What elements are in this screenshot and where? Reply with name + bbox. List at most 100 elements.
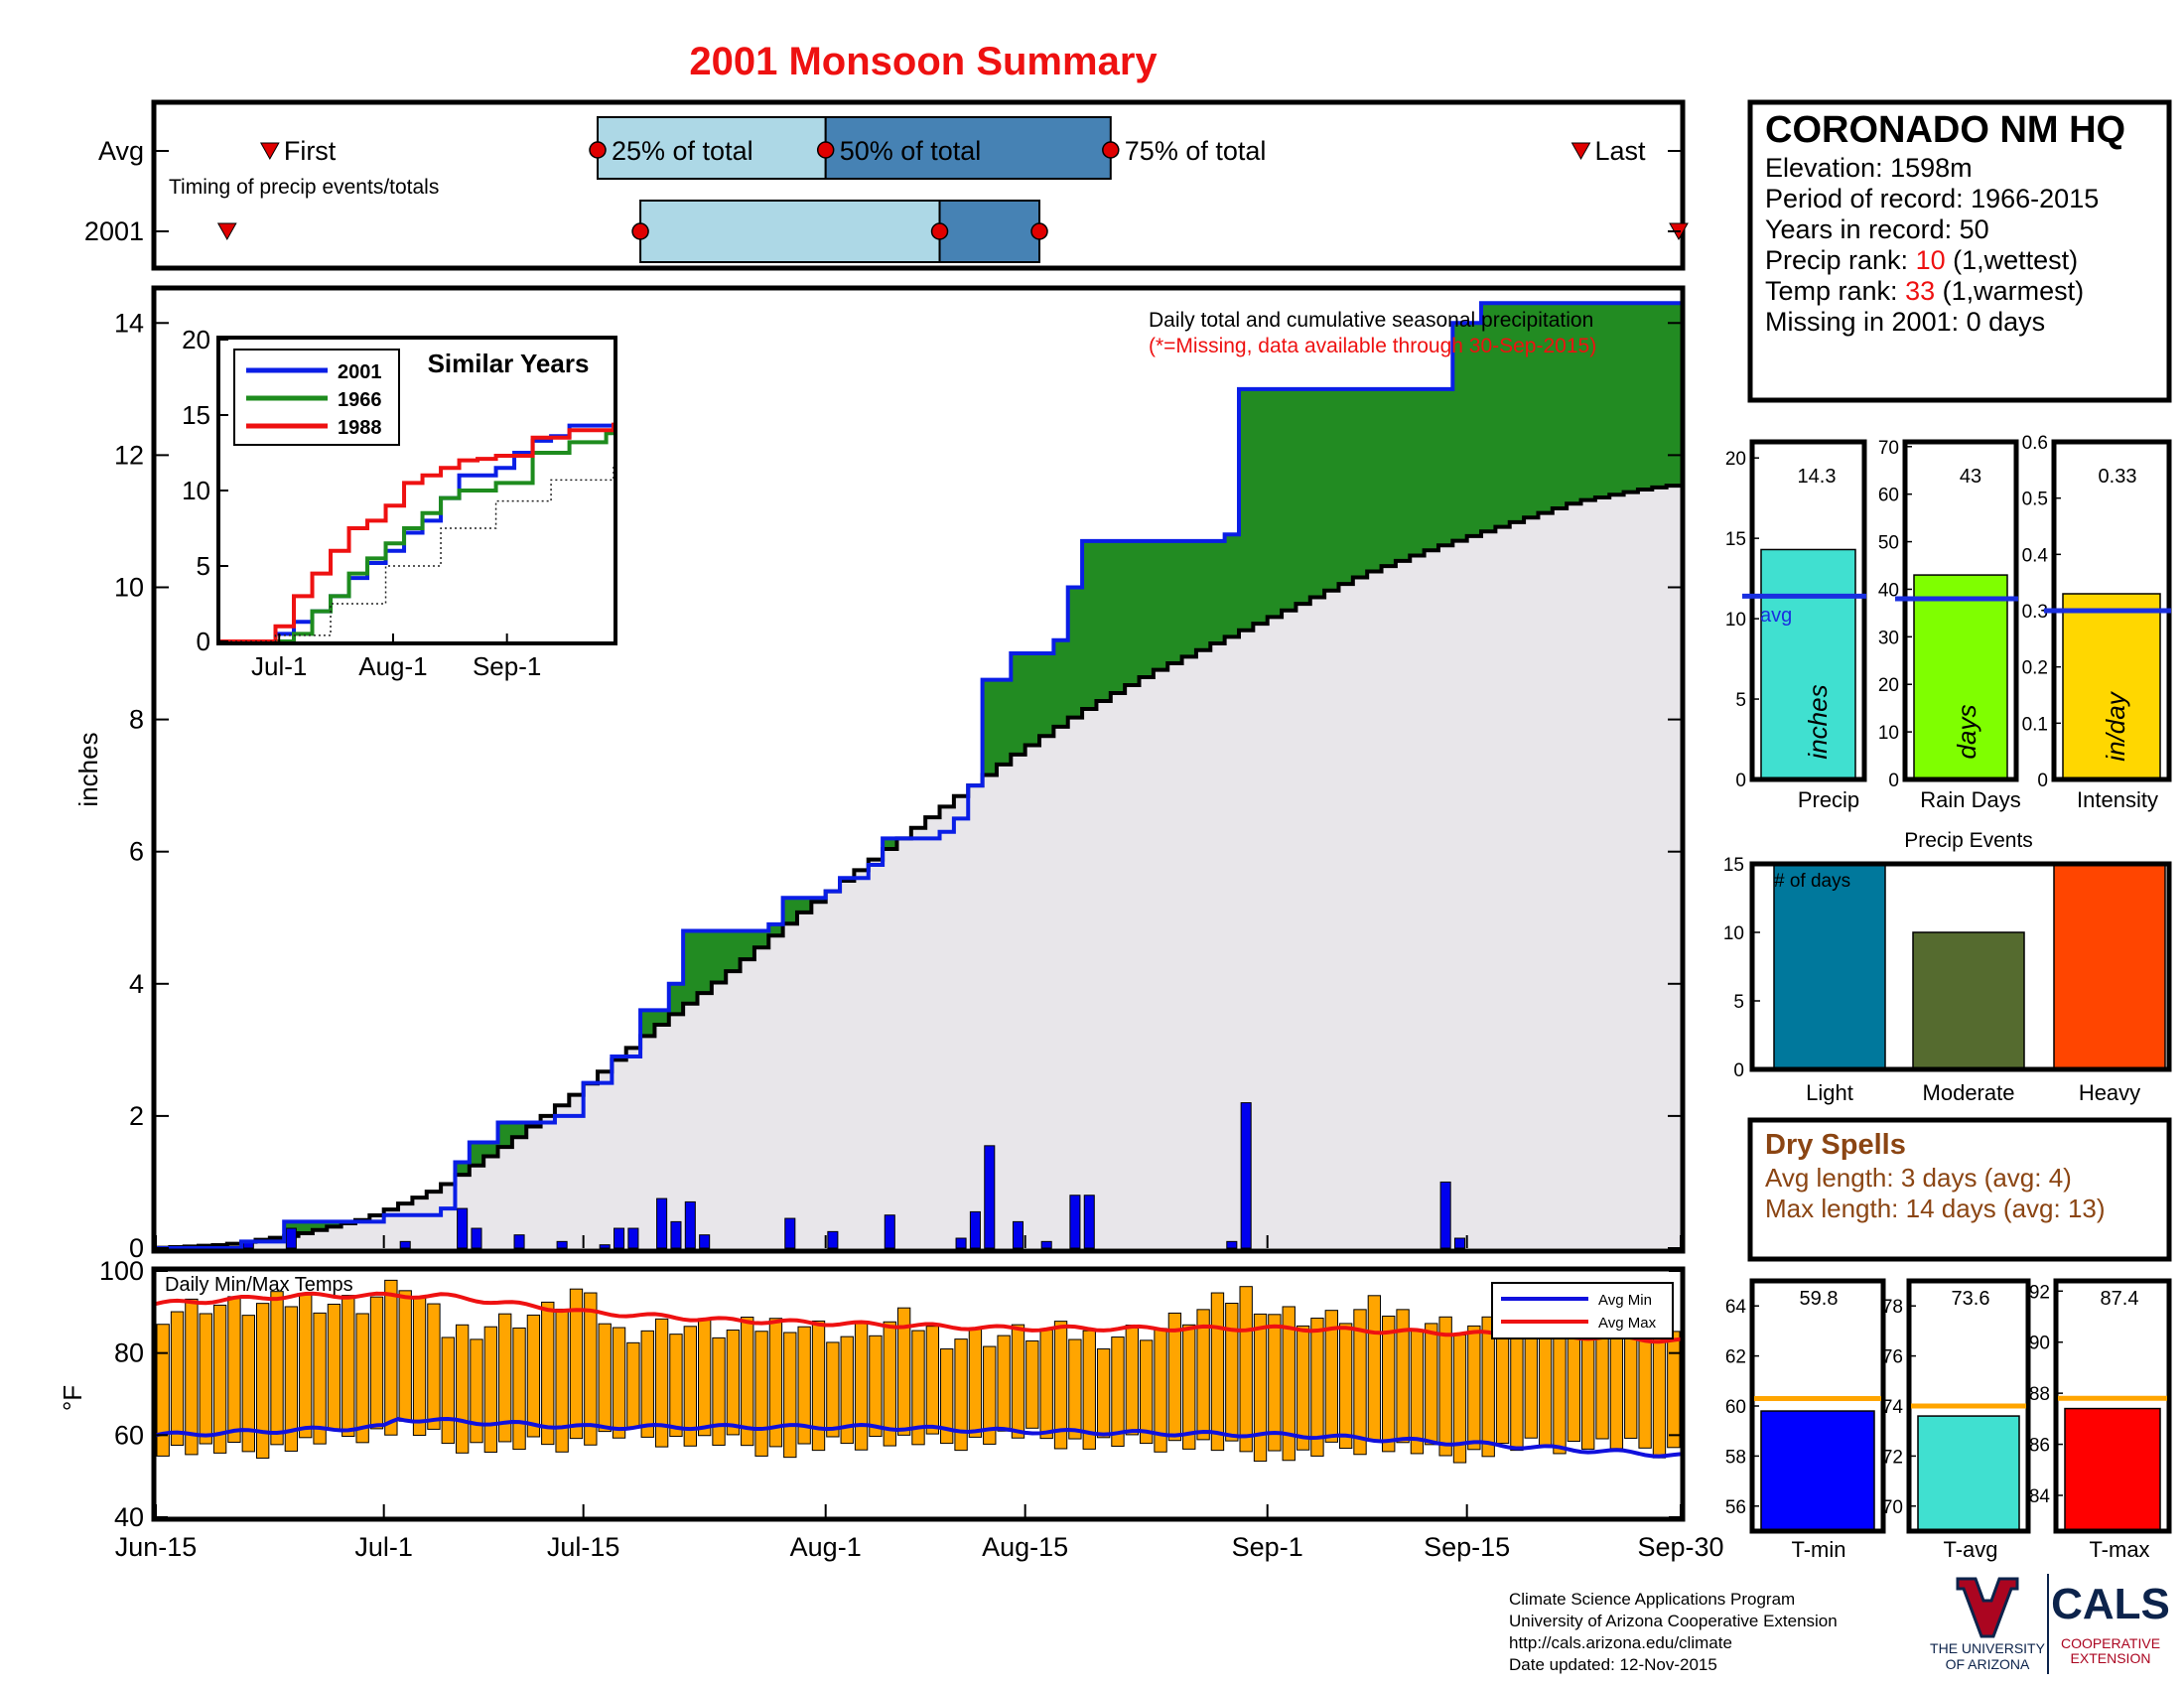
inset-x-tick-label: Aug-1 bbox=[358, 651, 427, 681]
q75-label: 75% of total bbox=[1125, 136, 1267, 166]
tmax-stat-bar bbox=[2064, 1407, 2161, 1532]
raindays-stat-tick-label: 30 bbox=[1878, 628, 1899, 648]
footer-credits: Climate Science Applications Program Uni… bbox=[1509, 1590, 1838, 1674]
station-elevation: Elevation: 1598m bbox=[1765, 153, 1973, 183]
temp-legend-box bbox=[1491, 1282, 1674, 1339]
avg-min-legend-label: Avg Min bbox=[1598, 1292, 1652, 1309]
daily-temp-bar bbox=[826, 1341, 840, 1438]
daily-temp-bar bbox=[1210, 1292, 1225, 1452]
precip-chart: 0 2 4 6 8 10 12 14 Daily total and cumulative s… bbox=[73, 285, 1686, 1263]
daily-temp-bar bbox=[640, 1330, 654, 1438]
daily-temp-bar bbox=[983, 1345, 997, 1445]
events-tick-label: 5 bbox=[1733, 992, 1744, 1013]
daily-temp-bar bbox=[925, 1326, 940, 1435]
tavg-stat-tick-label: 78 bbox=[1882, 1297, 1903, 1318]
daily-temp-bar bbox=[569, 1288, 584, 1440]
daily-temp-bar bbox=[1367, 1295, 1382, 1442]
daily-temp-bar bbox=[1338, 1323, 1353, 1450]
daily-temp-bar bbox=[1538, 1328, 1553, 1447]
tmax-stat-frame bbox=[2053, 1278, 2172, 1534]
daily-temp-bar bbox=[341, 1295, 355, 1438]
intensity-stat-label: Intensity bbox=[2077, 787, 2158, 812]
tmax-stat-label: T-max bbox=[2089, 1537, 2149, 1562]
date-x-tick-label: Sep-1 bbox=[1232, 1532, 1303, 1562]
daily-temp-bar bbox=[598, 1323, 612, 1433]
tmin-stat-label: T-min bbox=[1792, 1537, 1846, 1562]
date-x-tick-label: Aug-1 bbox=[790, 1532, 862, 1562]
raindays-stat-tick-label: 50 bbox=[1878, 533, 1899, 554]
avg-25-50-box bbox=[597, 116, 827, 180]
raindays-stat-tick-label: 60 bbox=[1878, 486, 1899, 506]
daily-temp-bar bbox=[1167, 1312, 1182, 1442]
inset-x-tick-label: Jul-1 bbox=[251, 651, 307, 681]
year-25-50-box bbox=[639, 200, 941, 263]
raindays-stat-frame bbox=[1902, 439, 2019, 782]
daily-temp-bar bbox=[669, 1334, 683, 1438]
daily-temp-bar bbox=[1011, 1324, 1025, 1439]
daily-temp-bar bbox=[1667, 1331, 1681, 1449]
precip-frame bbox=[151, 285, 1686, 1254]
precip-stat-panels: 0 5 10 15 20 0 10 20 30 40 50 60 70 0 0.1 0.2 0.3 0.4 0.5 0… bbox=[1725, 433, 2172, 812]
temp-y-tick-label: 60 bbox=[114, 1420, 144, 1450]
raindays-stat-tick-label: 20 bbox=[1878, 675, 1899, 696]
footer-line-3: http://cals.arizona.edu/climate bbox=[1509, 1633, 1732, 1652]
daily-temp-bar bbox=[768, 1318, 783, 1448]
daily-precip-bar bbox=[513, 1234, 525, 1249]
station-temp-rank: Temp rank: 33 (1,warmest) bbox=[1765, 276, 2084, 306]
precip-events-panel: Light Moderate Heavy 0 5 10 15 Precip Events # o… bbox=[1723, 829, 2172, 1105]
daily-temp-bar bbox=[1125, 1325, 1140, 1436]
daily-temp-bar bbox=[1225, 1303, 1239, 1442]
precip-stat-tick-label: 5 bbox=[1735, 690, 1746, 711]
daily-precip-bar bbox=[1040, 1240, 1052, 1249]
raindays-stat-value: 43 bbox=[1960, 466, 1981, 488]
daily-temp-bar bbox=[712, 1336, 726, 1446]
daily-temp-bar bbox=[797, 1326, 811, 1445]
precip-y-tick-label: 12 bbox=[114, 440, 144, 470]
raindays-stat-tick-label: 40 bbox=[1878, 580, 1899, 601]
cumulative-2001-line bbox=[156, 301, 1681, 1250]
temp-rank-note: (1,warmest) bbox=[1935, 276, 2084, 306]
daily-temp-bar bbox=[170, 1311, 185, 1447]
avg-min-line bbox=[155, 1416, 1682, 1459]
avg-first-marker bbox=[259, 142, 280, 161]
temp-chart-title: Daily Min/Max Temps bbox=[165, 1274, 353, 1296]
precip-stat-unit: inches bbox=[1803, 684, 1833, 759]
intensity-stat-tick-label: 0.6 bbox=[2022, 433, 2048, 454]
event-bar-moderate bbox=[1912, 931, 2025, 1070]
event-label-light: Light bbox=[1806, 1080, 1853, 1105]
dry-spells-box bbox=[1747, 1117, 2172, 1262]
tmin-stat-bar bbox=[1760, 1410, 1875, 1532]
intensity-stat-tick-label: 0.2 bbox=[2022, 658, 2048, 679]
daily-temp-bar bbox=[1438, 1316, 1452, 1457]
daily-temp-bar bbox=[441, 1336, 455, 1445]
station-years: Years in record: 50 bbox=[1765, 214, 1989, 244]
temperature-chart: 40 60 80 100 Jun-15 Jul-1 Jul-15 Aug-1 Aug-15 Se… bbox=[58, 1235, 1724, 1562]
temp-y-tick-label: 80 bbox=[114, 1338, 144, 1368]
daily-temp-bar bbox=[241, 1315, 255, 1453]
daily-temp-bar bbox=[940, 1348, 954, 1445]
temp-legend: Avg Min Avg Max bbox=[1491, 1282, 1674, 1339]
precip-plot-area bbox=[154, 290, 1681, 1250]
daily-temp-bar bbox=[1239, 1286, 1253, 1453]
tavg-stat-label: T-avg bbox=[1943, 1537, 1997, 1562]
precip-rank-value: 10 bbox=[1916, 245, 1946, 275]
daily-temp-bar bbox=[654, 1318, 669, 1448]
daily-precip-bar bbox=[969, 1210, 981, 1249]
average-cumulative-area bbox=[156, 486, 1681, 1248]
station-box bbox=[1747, 99, 2172, 403]
daily-temp-bar bbox=[1624, 1325, 1638, 1439]
ua-a-glyph bbox=[1956, 1577, 2019, 1638]
precip-y-ticks: 0 2 4 6 8 10 12 14 bbox=[114, 308, 1681, 1263]
daily-temp-bar bbox=[726, 1330, 741, 1436]
daily-precip-bar bbox=[684, 1200, 696, 1249]
daily-temp-bar bbox=[483, 1326, 498, 1453]
date-x-tick-label: Aug-15 bbox=[982, 1532, 1068, 1562]
daily-precip-bar bbox=[1226, 1240, 1238, 1249]
tmin-stat-tick-label: 60 bbox=[1725, 1397, 1746, 1418]
daily-precip-bar bbox=[827, 1230, 839, 1249]
daily-temp-bar bbox=[1140, 1339, 1154, 1445]
avg-max-line bbox=[155, 1291, 1682, 1344]
tmin-stat-value: 59.8 bbox=[1800, 1288, 1839, 1310]
cals-coop-1: COOPERATIVE bbox=[2061, 1635, 2160, 1651]
